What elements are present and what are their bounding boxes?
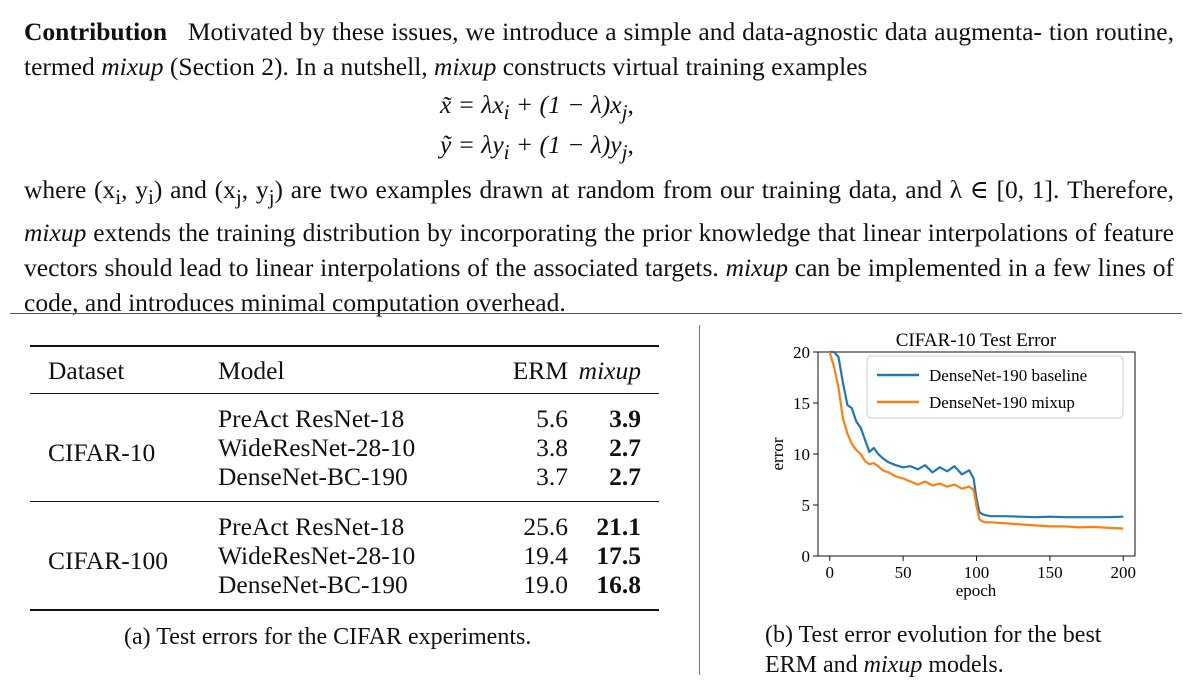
results-table: Dataset Model ERM mixup CIFAR-10 PreAct … bbox=[30, 345, 659, 611]
table-header-row: Dataset Model ERM mixup bbox=[30, 346, 659, 394]
mixup-term: mixup bbox=[863, 652, 923, 678]
x-axis-ticks: 0 50 100 150 200 bbox=[825, 556, 1136, 582]
section-divider bbox=[10, 313, 1182, 314]
erm-cell: 3.7 bbox=[536, 462, 568, 491]
table-row: CIFAR-10 PreAct ResNet-18 5.6 3.9 bbox=[30, 393, 659, 467]
dataset-cell: CIFAR-10 bbox=[48, 438, 156, 467]
dataset-cell: CIFAR-100 bbox=[48, 546, 168, 575]
series-lines bbox=[828, 350, 1124, 530]
x-axis-label: epoch bbox=[956, 581, 997, 600]
figure-caption-line2: ERM and bbox=[765, 652, 864, 678]
erm-cell: 3.8 bbox=[536, 433, 568, 462]
equation-x: x̃ = λxi + (1 − λ)xj, bbox=[440, 90, 634, 125]
mixup-term: mixup bbox=[101, 52, 164, 81]
model-cell: DenseNet-BC-190 bbox=[218, 570, 408, 599]
table-row: DenseNet-BC-190 3.7 2.7 bbox=[30, 462, 659, 502]
x-tick-label: 50 bbox=[895, 563, 912, 582]
contribution-paragraph: Contribution Motivated by these issues, … bbox=[24, 14, 1174, 84]
column-divider bbox=[699, 325, 700, 675]
para-text: tion routine, termed bbox=[24, 17, 1175, 81]
y-tick-label: 20 bbox=[793, 343, 810, 362]
description-paragraph: where (xi, yi) and (xj, yj) are two exam… bbox=[24, 175, 1175, 318]
series-line-mixup bbox=[828, 351, 1124, 530]
figure-caption: (b) Test error evolution for the best ER… bbox=[765, 622, 1102, 678]
mixup-cell: 2.7 bbox=[609, 462, 641, 491]
figure-caption-line1: (b) Test error evolution for the best bbox=[765, 622, 1102, 648]
header-mixup: mixup bbox=[578, 355, 641, 385]
mixup-cell: 21.1 bbox=[596, 512, 641, 541]
x-tick-label: 0 bbox=[825, 563, 834, 582]
mixup-term: mixup bbox=[434, 52, 497, 81]
table-row: WideResNet-28-10 3.8 2.7 bbox=[30, 433, 659, 462]
y-tick-label: 0 bbox=[802, 547, 811, 566]
table-row: CIFAR-100 PreAct ResNet-18 25.6 21.1 bbox=[30, 501, 659, 575]
para-text: Motivated by these issues, we introduce … bbox=[187, 17, 1042, 46]
table-row: DenseNet-BC-190 19.0 16.8 bbox=[30, 570, 659, 610]
test-error-chart: CIFAR-10 Test Error 0 5 10 15 20 0 50 100 150 20… bbox=[768, 330, 1136, 600]
para-text: (Section 2). In a nutshell, bbox=[163, 52, 435, 81]
chart-title: CIFAR-10 Test Error bbox=[896, 330, 1057, 351]
legend-box bbox=[866, 355, 1124, 419]
x-tick-label: 200 bbox=[1111, 563, 1137, 582]
erm-cell: 5.6 bbox=[536, 404, 568, 433]
table-row: WideResNet-28-10 19.4 17.5 bbox=[30, 541, 659, 570]
model-cell: PreAct ResNet-18 bbox=[218, 512, 405, 541]
mixup-cell: 17.5 bbox=[596, 541, 641, 570]
y-tick-label: 10 bbox=[793, 445, 810, 464]
y-axis-label: error bbox=[768, 437, 787, 470]
equation-y: ỹ = λyi + (1 − λ)yj, bbox=[440, 130, 634, 165]
header-erm: ERM bbox=[512, 355, 568, 385]
contribution-heading: Contribution bbox=[24, 17, 168, 46]
series-line-baseline bbox=[829, 350, 1124, 519]
y-tick-label: 15 bbox=[793, 394, 810, 413]
mixup-cell: 16.8 bbox=[596, 570, 641, 599]
y-axis-ticks: 0 5 10 15 20 bbox=[793, 343, 818, 566]
mixup-cell: 2.7 bbox=[609, 433, 641, 462]
legend: DenseNet-190 baseline DenseNet-190 mixup bbox=[866, 355, 1124, 419]
mixup-term: mixup bbox=[725, 253, 788, 283]
mixup-term: mixup bbox=[24, 218, 87, 248]
erm-cell: 19.0 bbox=[523, 570, 568, 599]
erm-cell: 25.6 bbox=[523, 512, 568, 541]
header-dataset: Dataset bbox=[48, 355, 125, 385]
model-cell: WideResNet-28-10 bbox=[218, 541, 416, 570]
model-cell: DenseNet-BC-190 bbox=[218, 462, 408, 491]
model-cell: WideResNet-28-10 bbox=[218, 433, 416, 462]
header-model: Model bbox=[218, 355, 285, 385]
x-tick-label: 150 bbox=[1037, 563, 1063, 582]
legend-entry-baseline: DenseNet-190 baseline bbox=[929, 366, 1087, 385]
table-caption: (a) Test errors for the CIFAR experiment… bbox=[124, 624, 532, 650]
para-text: constructs virtual training examples bbox=[496, 52, 868, 81]
erm-cell: 19.4 bbox=[523, 541, 568, 570]
legend-entry-mixup: DenseNet-190 mixup bbox=[929, 393, 1075, 412]
y-tick-label: 5 bbox=[802, 496, 811, 515]
mixup-cell: 3.9 bbox=[609, 404, 641, 433]
model-cell: PreAct ResNet-18 bbox=[218, 404, 405, 433]
x-tick-label: 100 bbox=[964, 563, 990, 582]
